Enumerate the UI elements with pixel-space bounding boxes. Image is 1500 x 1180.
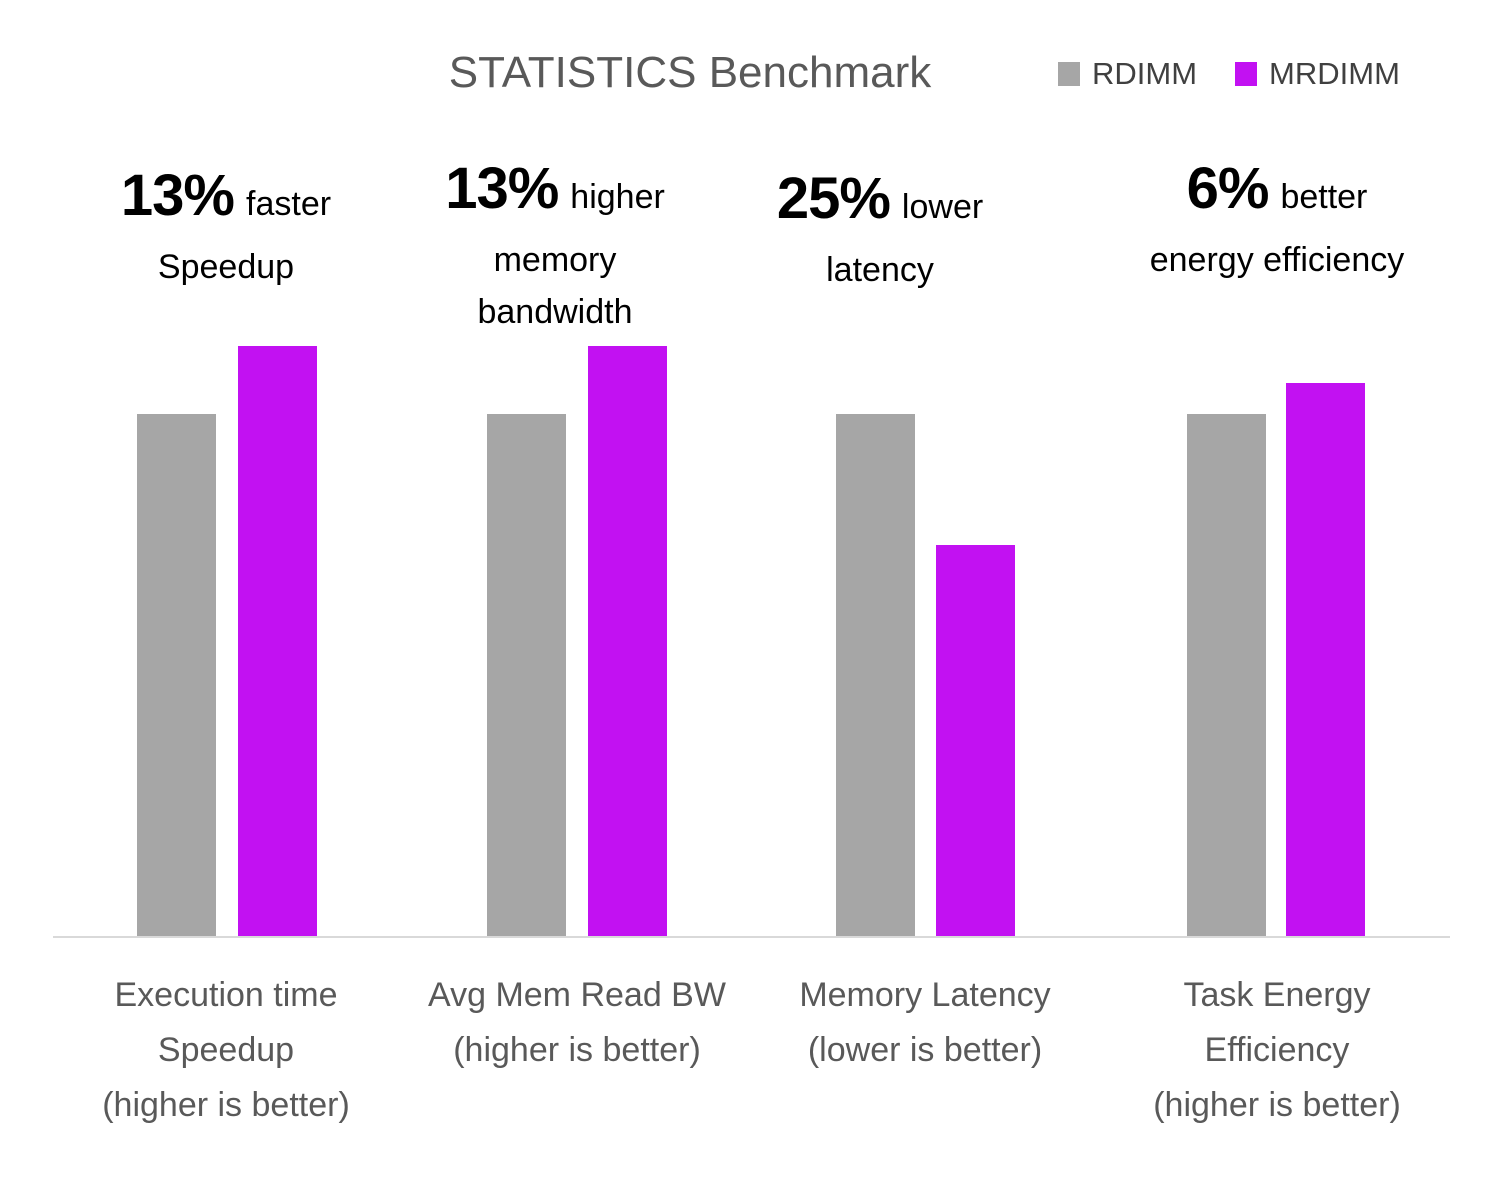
legend-item-mrdimm: MRDIMM <box>1235 56 1400 92</box>
category-label-line: Avg Mem Read BW <box>428 976 726 1014</box>
category-label-line: (higher is better) <box>1153 1086 1401 1124</box>
category-label-mem-read-bw: Avg Mem Read BW (higher is better) <box>367 968 787 1078</box>
annotation-detail-line: bandwidth <box>477 293 633 331</box>
plot-area <box>53 336 1450 938</box>
annotation-qualifier: higher <box>570 178 665 216</box>
category-label-line: Task Energy <box>1183 976 1371 1014</box>
bar-mrdimm-energy-efficiency <box>1286 383 1365 936</box>
annotation-detail: Speedup <box>157 248 295 286</box>
bar-mrdimm-memory-latency <box>936 545 1015 936</box>
annotation-detail: memory bandwidth <box>355 234 755 338</box>
annotation-energy-efficiency: 6% better energy efficiency <box>1077 155 1477 286</box>
mrdimm-legend-label: MRDIMM <box>1269 56 1400 91</box>
annotation-detail: latency <box>826 251 934 289</box>
annotation-execution-time: 13% faster Speedup <box>26 162 426 293</box>
legend-item-rdimm: RDIMM <box>1058 56 1197 92</box>
annotation-qualifier: lower <box>901 188 984 226</box>
category-label-energy-efficiency: Task Energy Efficiency (higher is better… <box>1067 968 1487 1133</box>
category-label-line: (higher is better) <box>453 1031 701 1069</box>
bar-rdimm-mem-read-bw <box>487 414 566 936</box>
bar-rdimm-energy-efficiency <box>1187 414 1266 936</box>
bar-rdimm-execution-time <box>137 414 216 936</box>
category-label-execution-time: Execution time Speedup (higher is better… <box>16 968 436 1133</box>
annotation-headline: 6% better <box>1077 155 1477 222</box>
annotation-detail: energy efficiency <box>1149 241 1405 279</box>
annotation-headline: 13% higher <box>355 155 755 222</box>
legend: RDIMM MRDIMM <box>1058 56 1400 92</box>
annotation-qualifier: faster <box>246 185 332 223</box>
category-label-line: Execution time <box>114 976 338 1014</box>
rdimm-swatch-icon <box>1058 62 1080 86</box>
annotation-percentage: 25% <box>776 166 891 231</box>
bar-rdimm-memory-latency <box>836 414 915 936</box>
category-label-line: Speedup <box>157 1031 295 1069</box>
annotation-percentage: 6% <box>1186 156 1270 221</box>
category-label-line: Memory Latency <box>799 976 1051 1014</box>
category-label-line: (higher is better) <box>102 1086 350 1124</box>
annotation-headline: 13% faster <box>26 162 426 229</box>
category-label-line: (lower is better) <box>807 1031 1043 1069</box>
annotation-headline: 25% lower <box>680 165 1080 232</box>
annotation-qualifier: better <box>1280 178 1368 216</box>
annotation-detail-line: memory <box>493 241 617 279</box>
annotation-percentage: 13% <box>445 156 559 221</box>
annotation-memory-latency: 25% lower latency <box>680 165 1080 296</box>
chart-title: STATISTICS Benchmark <box>448 48 932 97</box>
mrdimm-swatch-icon <box>1235 62 1258 86</box>
bar-mrdimm-execution-time <box>238 346 317 936</box>
category-label-memory-latency: Memory Latency (lower is better) <box>715 968 1135 1078</box>
bar-mrdimm-mem-read-bw <box>588 346 667 936</box>
annotation-percentage: 13% <box>120 163 235 228</box>
rdimm-legend-label: RDIMM <box>1092 56 1198 91</box>
category-label-line: Efficiency <box>1204 1031 1350 1069</box>
annotation-memory-bandwidth: 13% higher memory bandwidth <box>355 155 755 338</box>
